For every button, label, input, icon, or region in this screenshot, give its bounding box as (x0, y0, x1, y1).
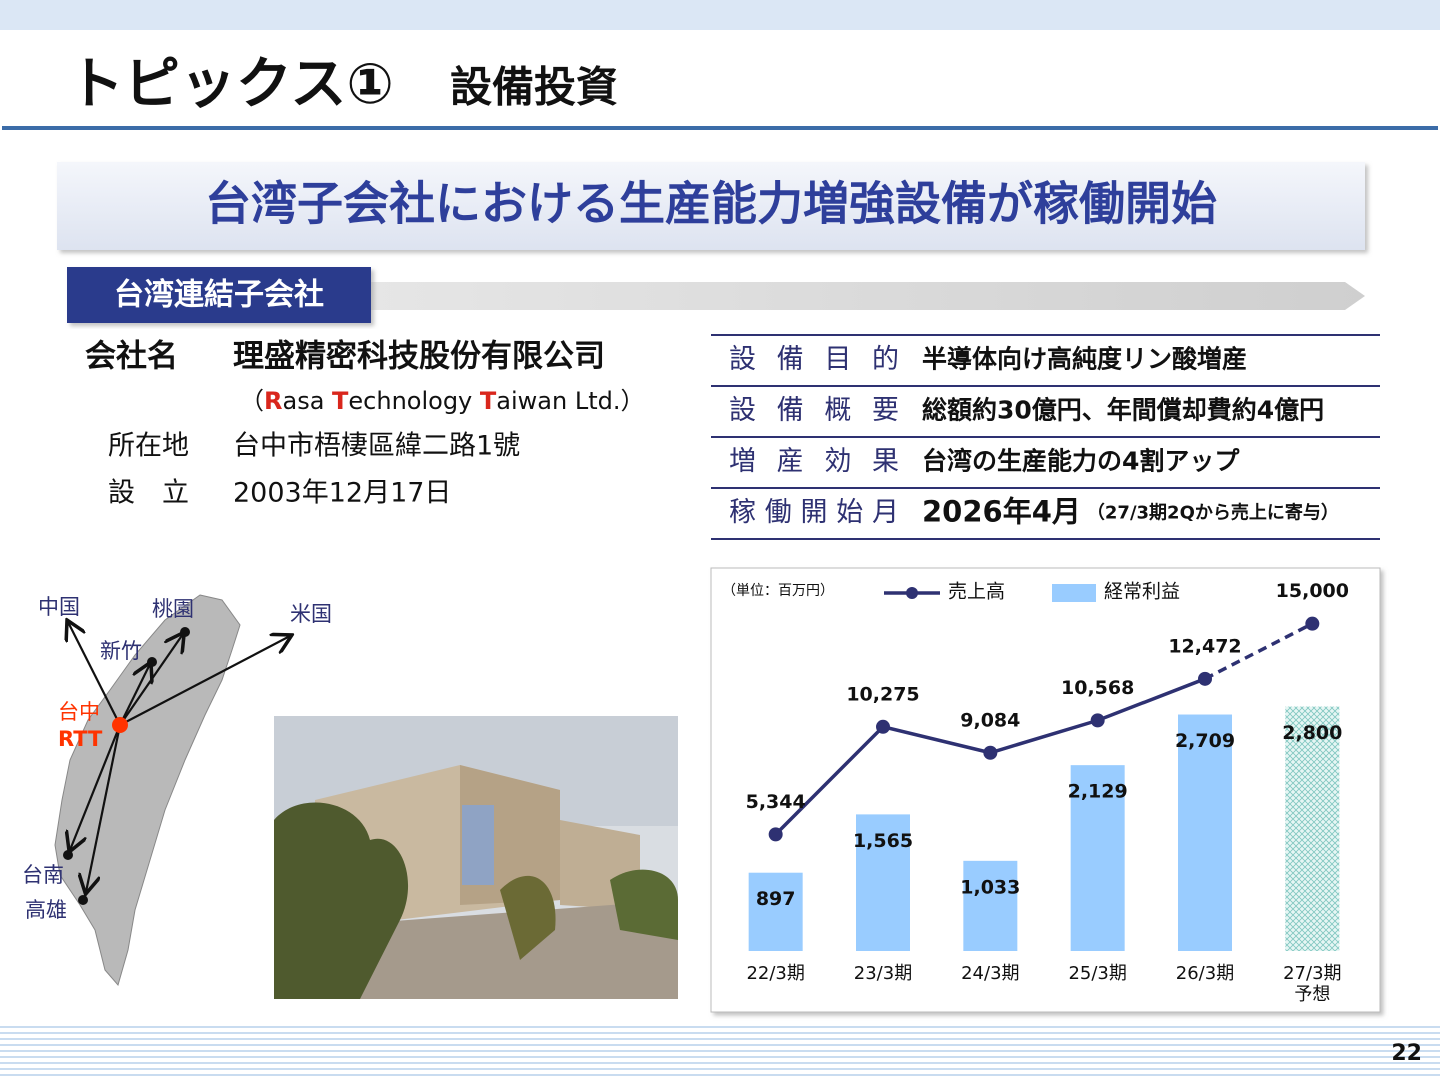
chart: 897 1,565 1,033 2,129 2,709 2,800 5,344 10,275 9… (746, 580, 1349, 1005)
table-value-main: 2026年4月 (922, 495, 1081, 529)
sales-point (1305, 616, 1320, 631)
company-name-label: 会社名 (85, 339, 178, 375)
english-name-part: （ (240, 387, 264, 415)
x-tick-label: 25/3期 (1068, 963, 1126, 984)
founded: 2003年12月17日 (233, 478, 451, 509)
legend-swatch (1052, 584, 1096, 602)
x-tick-label: 23/3期 (854, 963, 912, 984)
bar-value-label: 897 (756, 888, 796, 910)
map-label: 桃園 (152, 597, 194, 621)
map-label: 高雄 (25, 898, 67, 922)
table-value-note: （27/3期2Qから売上に寄与） (1087, 502, 1339, 524)
bar (963, 860, 1018, 951)
page-number: 22 (1391, 1041, 1422, 1066)
table-value-main: 総額約30億円、年間償却費約4億円 (922, 396, 1324, 425)
english-name-part: aiwan Ltd.） (496, 387, 644, 415)
company-english-name: （Rasa Technology Taiwan Ltd.） (240, 387, 644, 415)
legend-label: 売上高 (948, 581, 1005, 603)
section-box (67, 267, 371, 323)
line-value-label: 10,568 (1061, 677, 1134, 699)
legend-dot (906, 587, 918, 599)
slide-subtitle: 設備投資 (450, 63, 618, 112)
table-label: 増産効果 (729, 446, 899, 477)
x-tick-label: 26/3期 (1176, 963, 1234, 984)
english-name-part: T (480, 387, 497, 415)
bar-value-label: 2,709 (1175, 730, 1235, 752)
bar-value-label: 1,033 (960, 876, 1020, 898)
banner-box (57, 162, 1365, 250)
bar (1178, 714, 1232, 951)
location-label: 所在地 (108, 431, 189, 462)
english-name-part: echnology (348, 387, 479, 415)
bar-value-label: 1,565 (853, 830, 913, 852)
founded-label: 設 立 (108, 478, 189, 509)
bar (856, 814, 910, 951)
table-label: 稼働開始月 (729, 497, 899, 528)
table-value: 半導体向け高純度リン酸増産 (922, 345, 1247, 374)
bar (1070, 765, 1125, 951)
english-name-part: asa (282, 387, 332, 415)
line-value-label: 12,472 (1168, 635, 1241, 657)
x-tick-label: 27/3期 (1283, 963, 1341, 984)
chart-unit: （単位：百万円） (722, 583, 834, 599)
location: 台中市梧棲區緯二路1號 (233, 431, 520, 462)
map-label: 台中 (58, 700, 100, 724)
table-value: 総額約30億円、年間償却費約4億円 (922, 396, 1324, 425)
table-label: 設備目的 (729, 344, 899, 375)
slide-title: トピックス① (68, 52, 394, 117)
sales-point (1198, 671, 1212, 686)
top-strip (0, 0, 1440, 30)
bottom-stripes (0, 1026, 1440, 1076)
title-rule (2, 126, 1438, 130)
table-label: 設備概要 (729, 395, 899, 426)
table-value-main: 台湾の生産能力の4割アップ (922, 447, 1240, 476)
company-name: 理盛精密科技股份有限公司 (233, 339, 605, 375)
forecast-label: 予想 (1294, 984, 1330, 1005)
line-value-label: 10,275 (846, 683, 919, 705)
line-value-label: 5,344 (746, 791, 806, 813)
sales-point (876, 719, 890, 734)
map-label: 新竹 (100, 639, 142, 663)
english-name-part: T (332, 387, 349, 415)
x-tick-label: 24/3期 (961, 963, 1019, 984)
table-value-main: 半導体向け高純度リン酸増産 (922, 345, 1247, 374)
sales-point (1090, 713, 1105, 728)
bar-value-label: 2,800 (1282, 722, 1342, 744)
section-arrow (360, 282, 1365, 310)
bar (748, 872, 803, 951)
sales-point (768, 827, 783, 842)
line-value-label: 15,000 (1276, 580, 1349, 602)
legend-label: 経常利益 (1104, 581, 1180, 603)
table-value: 2026年4月 （27/3期2Qから売上に寄与） (922, 495, 1339, 529)
table-value: 台湾の生産能力の4割アップ (922, 447, 1240, 476)
line-value-label: 9,084 (960, 709, 1020, 731)
x-tick-label: 22/3期 (746, 963, 804, 984)
bar-value-label: 2,129 (1068, 781, 1128, 803)
factory-photo (274, 716, 678, 999)
map-label: 中国 (38, 595, 80, 619)
map-label: 米国 (290, 602, 332, 626)
sales-line-forecast (1204, 622, 1314, 681)
banner-text: 台湾子会社における生産能力増強設備が稼働開始 (205, 177, 1217, 231)
map-label: RTT (58, 727, 103, 751)
arrows (68, 622, 290, 892)
sales-point (983, 745, 998, 760)
chart-frame (710, 567, 1381, 1013)
map-label: 台南 (22, 863, 64, 887)
english-name-part: R (264, 387, 282, 415)
island-shape (54, 594, 241, 987)
taiwan-map: 中国 桃園 米国 新竹 台中 RTT 台南 高雄 (22, 594, 332, 987)
bar (1285, 706, 1340, 951)
section-label: 台湾連結子会社 (114, 278, 324, 313)
